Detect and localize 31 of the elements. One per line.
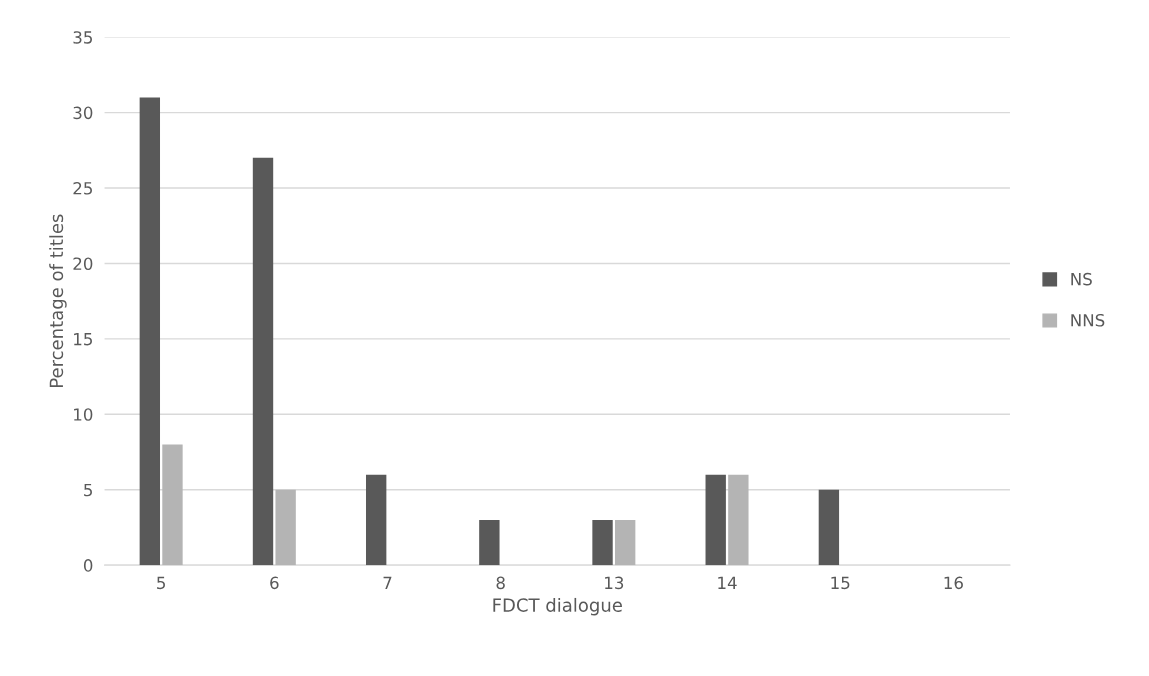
y-axis-title: Percentage of titles — [49, 214, 67, 387]
bar — [252, 157, 274, 566]
legend-label: NS — [1071, 272, 1092, 286]
bar — [728, 474, 749, 566]
y-tick-label: 15 — [74, 333, 92, 346]
bar — [705, 474, 726, 566]
x-tick-label: 14 — [718, 576, 737, 589]
x-tick-label: 16 — [944, 576, 963, 590]
bar — [275, 489, 296, 566]
y-tick-label: 0 — [83, 559, 93, 572]
x-tick-label: 5 — [157, 576, 165, 590]
y-tick-label: 25 — [73, 181, 92, 195]
bar — [139, 97, 161, 566]
x-tick-label: 8 — [496, 576, 505, 590]
x-tick-label: 13 — [605, 576, 624, 590]
bar — [366, 474, 387, 566]
bar — [818, 489, 840, 566]
x-tick-label: 7 — [383, 576, 392, 589]
y-tick-label: 30 — [73, 106, 93, 120]
bar — [614, 519, 636, 566]
x-tick-label: 6 — [270, 576, 279, 590]
y-tick-label: 5 — [84, 483, 92, 497]
bar — [592, 519, 613, 566]
x-tick-label: 15 — [831, 576, 850, 590]
legend-label: NNS — [1071, 313, 1105, 327]
x-axis-title: FDCT dialogue — [493, 597, 622, 616]
y-tick-label: 20 — [73, 257, 93, 271]
y-tick-label: 35 — [73, 31, 92, 44]
bar — [479, 519, 500, 566]
bar — [162, 444, 183, 566]
y-tick-label: 10 — [74, 408, 93, 421]
